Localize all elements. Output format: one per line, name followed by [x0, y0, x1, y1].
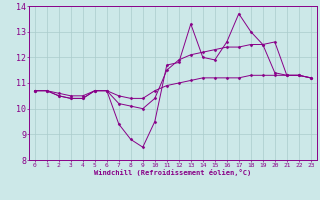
X-axis label: Windchill (Refroidissement éolien,°C): Windchill (Refroidissement éolien,°C) — [94, 169, 252, 176]
